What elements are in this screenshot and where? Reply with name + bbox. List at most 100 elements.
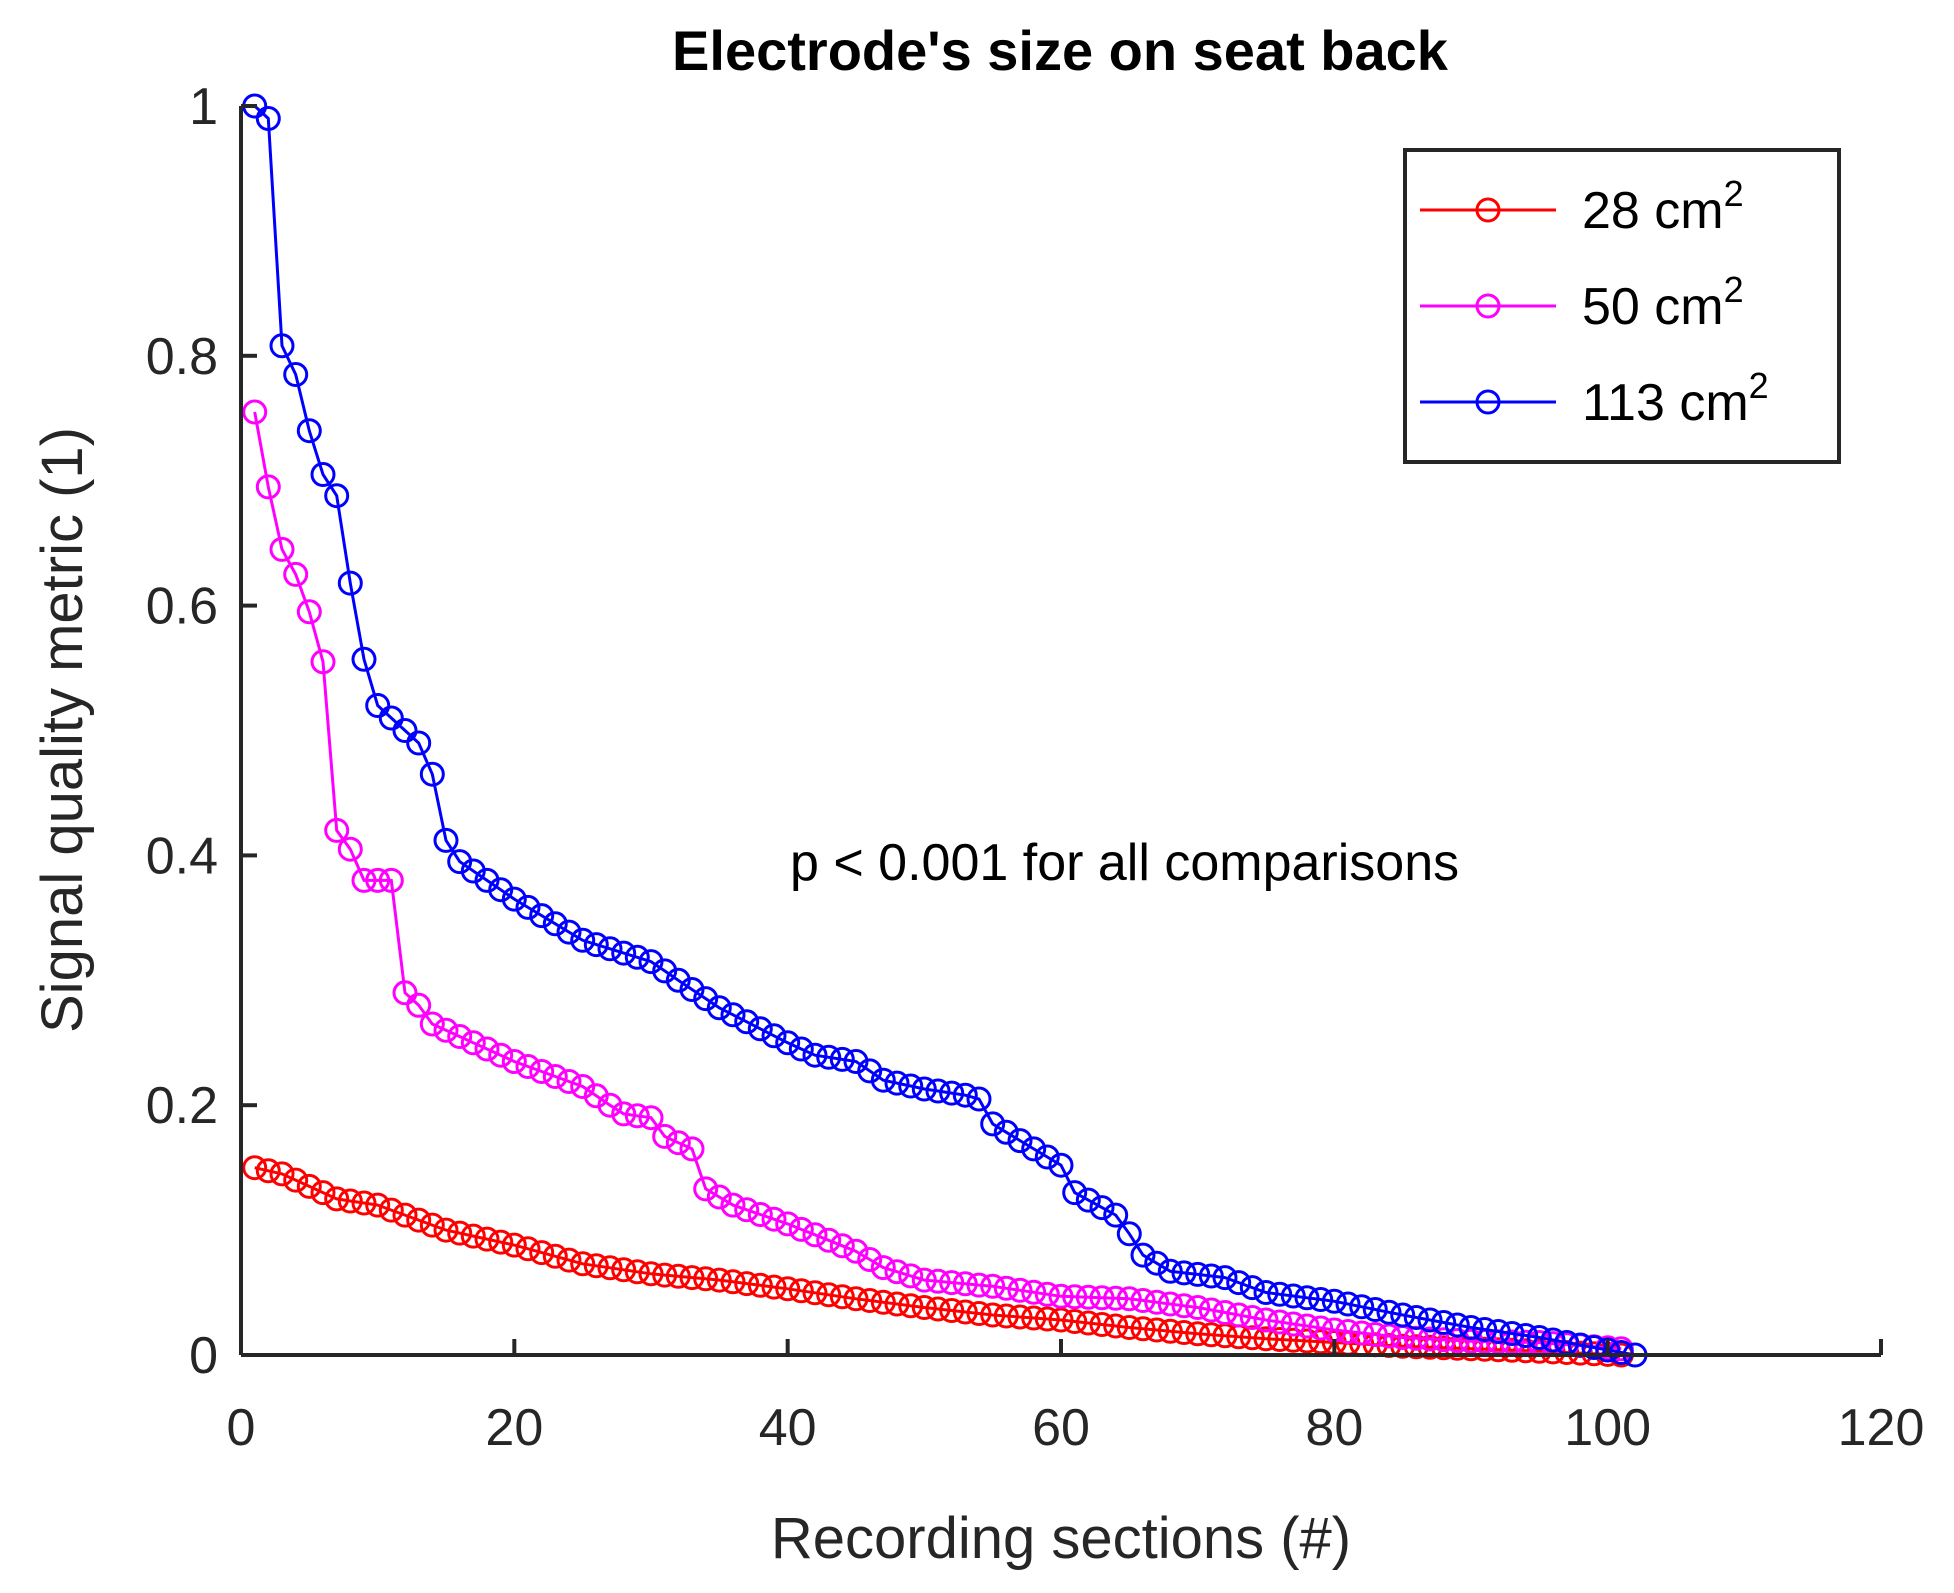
y-tick-label: 0.4 [146, 827, 218, 885]
data-point [269, 536, 295, 562]
data-point [1267, 1309, 1293, 1335]
legend-label: 113 cm2 [1582, 365, 1769, 432]
data-point [1294, 1285, 1320, 1311]
data-point [501, 886, 527, 912]
data-point [556, 919, 582, 945]
data-point [952, 1299, 978, 1325]
data-point [788, 1216, 814, 1242]
data-point [1499, 1321, 1525, 1346]
data-point [734, 1271, 760, 1297]
data-point [720, 1002, 746, 1028]
data-point [1513, 1338, 1539, 1364]
data-point [1212, 1265, 1238, 1291]
data-point [501, 1232, 527, 1258]
data-point [624, 1259, 650, 1285]
data-point [1239, 1275, 1265, 1301]
legend-label-text: 28 cm [1582, 182, 1724, 240]
data-point [1390, 1302, 1416, 1328]
data-point [1034, 1306, 1060, 1332]
legend-label: 28 cm2 [1582, 173, 1744, 240]
data-point [269, 333, 295, 359]
chart-title: Electrode's size on seat back [672, 19, 1449, 82]
data-point [884, 1259, 910, 1285]
data-point [365, 693, 391, 718]
data-point [392, 980, 418, 1006]
y-axis-label: Signal quality metric (1) [30, 427, 95, 1033]
data-point [1485, 1319, 1511, 1344]
legend-label-text: 50 cm [1582, 278, 1724, 336]
data-point [1034, 1281, 1060, 1307]
data-point [1280, 1327, 1306, 1353]
data-point [378, 705, 404, 731]
data-point [310, 649, 336, 675]
data-point [1335, 1319, 1361, 1344]
data-point [1075, 1284, 1101, 1310]
data-point [939, 1080, 965, 1106]
data-point [1157, 1258, 1183, 1284]
data-point [324, 1186, 350, 1212]
data-point [870, 1255, 896, 1281]
data-point [433, 1217, 459, 1243]
data-point [570, 1251, 596, 1277]
data-point [1089, 1195, 1115, 1221]
data-point [1007, 1128, 1033, 1154]
data-point [966, 1086, 992, 1112]
data-point [1007, 1304, 1033, 1330]
data-point [1021, 1305, 1047, 1331]
data-point [1198, 1263, 1224, 1289]
data-point [898, 1263, 924, 1289]
data-point [529, 903, 555, 929]
data-point [556, 1247, 582, 1273]
data-point [406, 730, 432, 756]
data-point [1444, 1328, 1470, 1353]
data-point [1349, 1320, 1375, 1346]
data-point [255, 106, 281, 131]
data-point [884, 1070, 910, 1096]
data-point [829, 1284, 855, 1310]
data-point [1171, 1260, 1197, 1286]
legend-label-text: 113 cm [1582, 374, 1749, 432]
data-point [1472, 1317, 1498, 1342]
data-point [1362, 1297, 1388, 1322]
data-point [597, 936, 623, 962]
data-point [529, 1240, 555, 1266]
axes: 0 20 40 60 80 100 120 0 0.2 0.4 0.6 0.8 1 [146, 78, 1925, 1457]
data-point [1062, 1284, 1088, 1310]
data-point [255, 474, 281, 500]
data-point [1294, 1313, 1320, 1339]
data-point [1431, 1335, 1457, 1361]
data-point [1472, 1336, 1498, 1362]
data-point [1130, 1316, 1156, 1342]
data-point [1349, 1294, 1375, 1320]
data-point [1130, 1242, 1156, 1268]
data-point [542, 1064, 568, 1089]
data-point [1308, 1287, 1334, 1312]
data-point [993, 1119, 1019, 1145]
x-ticks: 0 20 40 60 80 100 120 [227, 1339, 1925, 1457]
data-point [925, 1268, 951, 1294]
data-point [1034, 1144, 1060, 1170]
data-point [829, 1233, 855, 1259]
data-point [515, 894, 541, 920]
data-point [488, 1229, 514, 1255]
data-point [337, 570, 363, 596]
data-point [324, 817, 350, 843]
data-point [706, 1184, 732, 1210]
data-point [679, 1265, 705, 1291]
data-point [529, 1059, 555, 1084]
data-point [952, 1082, 978, 1108]
legend-swatch-marker [1475, 197, 1501, 223]
data-point [1280, 1311, 1306, 1337]
data-point [310, 462, 336, 487]
y-ticks: 0 0.2 0.4 0.6 0.8 1 [146, 78, 257, 1385]
data-point [693, 1266, 719, 1292]
x-tick-label: 120 [1838, 1399, 1925, 1457]
data-point [816, 1044, 842, 1070]
data-point [460, 1223, 486, 1249]
data-point [1431, 1327, 1457, 1353]
series-2 [242, 93, 1648, 1368]
data-point [1185, 1321, 1211, 1347]
data-point [1253, 1326, 1279, 1352]
data-point [706, 1267, 732, 1293]
